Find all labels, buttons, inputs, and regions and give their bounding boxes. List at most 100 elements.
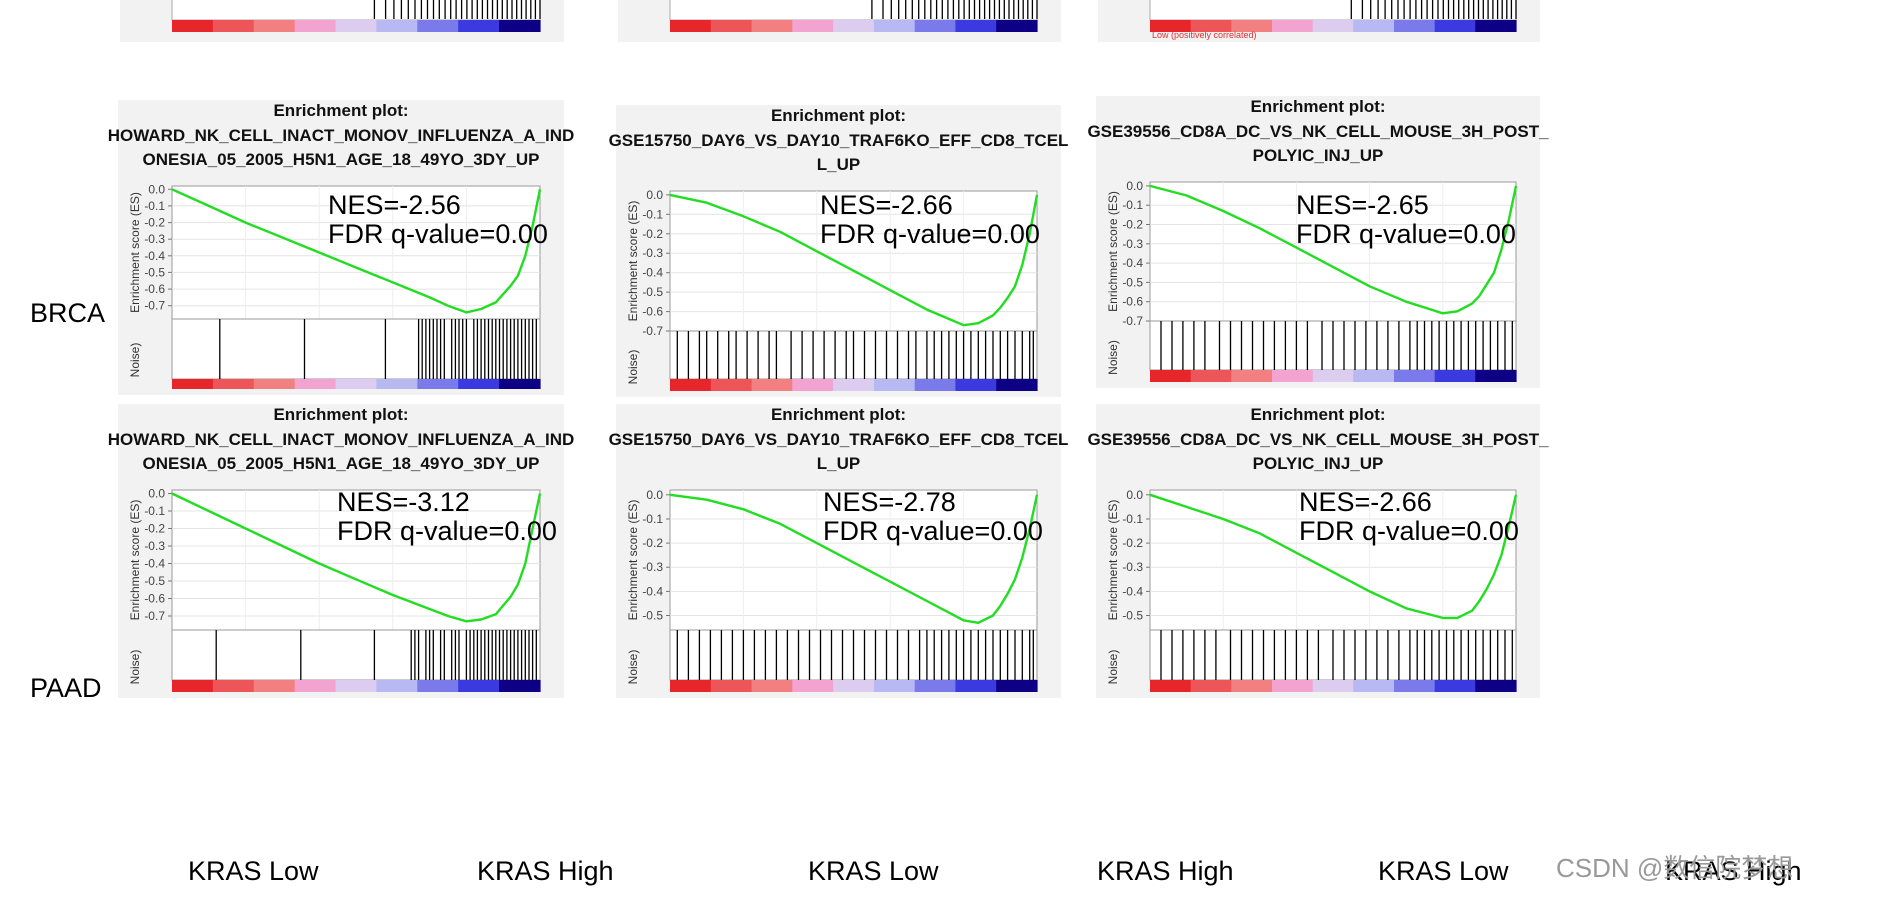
noise-axis-label: Noise) [626, 350, 640, 385]
y-tick-label: -0.1 [144, 504, 165, 518]
y-tick-label: -0.7 [144, 609, 165, 623]
panel-ranked-metric-segment [172, 680, 214, 692]
panel-ranked-metric-segment [873, 379, 916, 391]
enrichment-panel-2: Enrichment plot: GSE15750_DAY6_VS_DAY10_T… [609, 105, 1068, 397]
y-tick-label: -0.3 [144, 539, 165, 553]
kras-low-label-1: KRAS Low [188, 856, 319, 886]
y-tick-label: -0.7 [144, 299, 165, 313]
y-tick-label: -0.5 [144, 574, 165, 588]
panel-ranked-metric-segment [376, 379, 418, 389]
panel-ranked-metric-segment [1231, 680, 1273, 692]
y-axis-title: Enrichment score (ES) [128, 192, 142, 313]
y-tick-label: 0.0 [1126, 488, 1143, 502]
cropped-ranked-metric-segment [417, 20, 459, 32]
y-tick-label: -0.4 [642, 266, 663, 280]
panel-ranked-metric-segment [1312, 370, 1354, 382]
panel-ranked-metric-segment [996, 680, 1038, 692]
row-label-brca: BRCA [30, 298, 105, 328]
panel-ranked-metric-segment [1312, 680, 1354, 692]
cropped-top-panels: Low (positively correlated) [120, 0, 1540, 42]
panel-ranked-metric-segment [1353, 680, 1395, 692]
cropped-hit-box [1149, 0, 1517, 21]
panel-ranked-metric-segment [955, 379, 997, 391]
kras-high-label-1: KRAS High [477, 856, 614, 886]
panel-ranked-metric-segment [1434, 370, 1476, 382]
panel-ranked-metric-segment [792, 680, 834, 692]
enrichment-panels: Enrichment plot: HOWARD_NK_CELL_INACT_MON… [108, 96, 1549, 698]
y-tick-label: -0.4 [144, 557, 165, 571]
running-es-curve [171, 492, 542, 623]
fdr-annotation: FDR q-value=0.00 [328, 219, 548, 249]
cropped-hit-box [171, 0, 541, 21]
panel-ranked-metric-segment [1394, 680, 1436, 692]
cropped-ranked-metric-segment [1190, 20, 1232, 32]
y-tick-label: -0.2 [144, 216, 165, 230]
panel-ranked-metric-segment [212, 680, 255, 692]
y-tick-label: -0.5 [144, 265, 165, 279]
y-tick-label: -0.5 [642, 285, 663, 299]
cropped-ranked-metric-segment [670, 20, 712, 32]
panel-ranked-metric-segment [914, 379, 957, 391]
y-tick-label: -0.6 [642, 305, 663, 319]
panel-ranked-metric-segment [1190, 370, 1232, 382]
enrichment-panel-6: Enrichment plot: GSE39556_CD8A_DC_VS_NK_C… [1087, 404, 1549, 698]
cropped-ranked-metric-segment [1312, 20, 1354, 32]
cropped-panel-1 [120, 0, 564, 42]
panel-ranked-metric-segment [499, 379, 541, 389]
panel-ranked-metric-segment [1394, 370, 1436, 382]
gene-set-title-line: L_UP [817, 155, 860, 174]
nes-annotation: NES=-2.56 [328, 190, 461, 220]
y-tick-label: 0.0 [1126, 179, 1143, 193]
noise-axis-label: Noise) [128, 343, 142, 378]
gene-set-title-line: POLYIC_INJ_UP [1253, 146, 1384, 165]
panel-ranked-metric-segment [1150, 680, 1192, 692]
fdr-annotation: FDR q-value=0.00 [337, 516, 557, 546]
panel-ranked-metric-segment [670, 379, 712, 391]
nes-annotation: NES=-2.65 [1296, 190, 1429, 220]
y-tick-label: -0.7 [1122, 314, 1143, 328]
y-tick-label: -0.4 [1122, 256, 1143, 270]
watermark: CSDN @数信院梦想 [1556, 853, 1793, 883]
cropped-ranked-metric-segment [914, 20, 957, 32]
y-axis-title: Enrichment score (ES) [626, 201, 640, 322]
y-axis-title: Enrichment score (ES) [128, 500, 142, 621]
gene-set-title-line: ONESIA_05_2005_H5N1_AGE_18_49YO_3DY_UP [143, 150, 540, 169]
cropped-hit-box [669, 0, 1038, 21]
panel-ranked-metric-segment [996, 379, 1038, 391]
y-tick-label: -0.4 [144, 249, 165, 263]
panel-ranked-metric-segment [1272, 680, 1314, 692]
cropped-ranked-metric-segment [792, 20, 834, 32]
cropped-ranked-metric-segment [499, 20, 541, 32]
panel-ranked-metric-segment [914, 680, 957, 692]
y-tick-label: -0.6 [1122, 295, 1143, 309]
hit-box [171, 318, 541, 380]
panel-ranked-metric-segment [751, 379, 793, 391]
y-tick-label: -0.1 [1122, 198, 1143, 212]
fdr-annotation: FDR q-value=0.00 [1296, 219, 1516, 249]
kras-high-label-2: KRAS High [1097, 856, 1234, 886]
panel-ranked-metric-segment [253, 680, 296, 692]
panel-ranked-metric-segment [294, 379, 337, 389]
gene-set-title-line: L_UP [817, 454, 860, 473]
y-tick-label: -0.2 [1122, 218, 1143, 232]
noise-axis-label: Noise) [1106, 650, 1120, 685]
gene-set-title-line: POLYIC_INJ_UP [1253, 454, 1384, 473]
noise-axis-label: Noise) [1106, 340, 1120, 375]
y-tick-label: 0.0 [646, 488, 663, 502]
panel-ranked-metric-segment [833, 680, 875, 692]
y-axis-title: Enrichment score (ES) [626, 500, 640, 621]
noise-axis-label: Noise) [626, 650, 640, 685]
es-plot-box [171, 185, 541, 320]
cropped-ranked-metric-segment [335, 20, 378, 32]
fdr-annotation: FDR q-value=0.00 [820, 219, 1040, 249]
y-tick-label: -0.1 [1122, 512, 1143, 526]
fdr-annotation: FDR q-value=0.00 [1299, 516, 1519, 546]
kras-low-label-3: KRAS Low [1378, 856, 1509, 886]
panel-heading: Enrichment plot: [273, 405, 408, 424]
y-tick-label: -0.5 [1122, 275, 1143, 289]
y-tick-label: 0.0 [646, 188, 663, 202]
cropped-ranked-metric-segment [1475, 20, 1517, 32]
cropped-ranked-metric-segment [955, 20, 997, 32]
panel-ranked-metric-segment [833, 379, 875, 391]
